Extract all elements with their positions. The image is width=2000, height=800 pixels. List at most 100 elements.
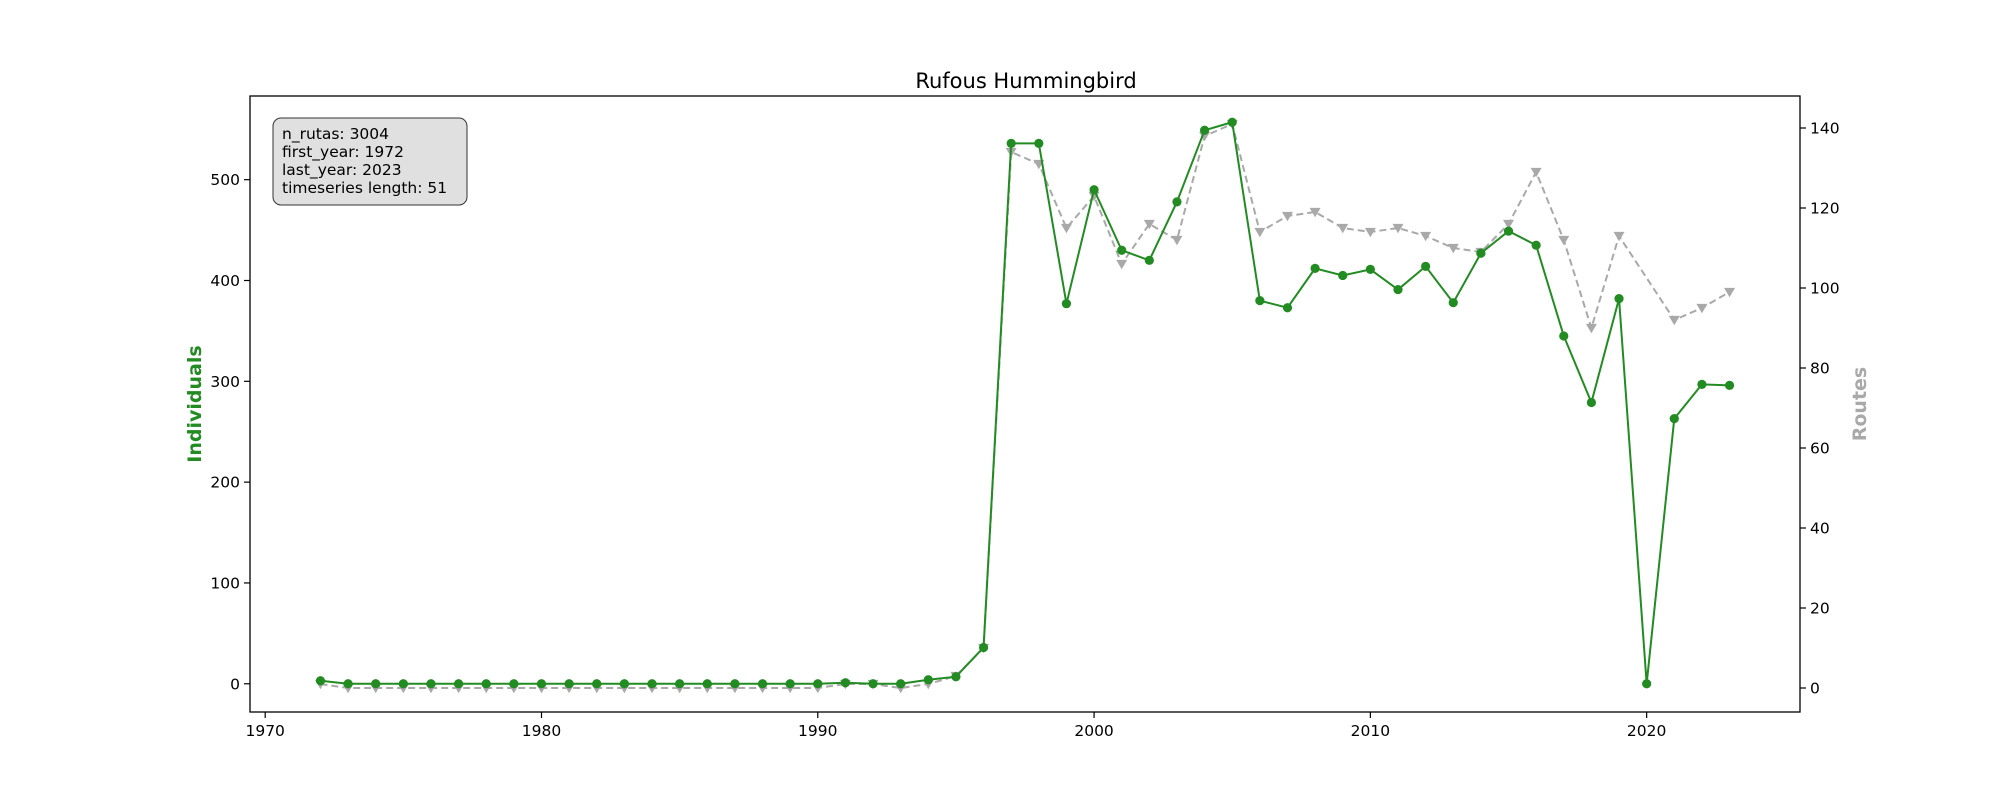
individuals-point [343, 679, 353, 689]
individuals-point [785, 679, 795, 689]
individuals-point [398, 679, 408, 689]
y2-tick-label: 20 [1810, 600, 1830, 618]
x-tick-label: 2010 [1351, 722, 1390, 740]
individuals-point [1642, 679, 1652, 689]
individuals-point [1669, 414, 1679, 424]
y-axis-label: Individuals [184, 345, 206, 462]
individuals-point [840, 678, 851, 688]
individuals-point [1614, 294, 1624, 304]
individuals-line [320, 120, 1730, 685]
y2-tick-label: 0 [1810, 680, 1820, 698]
individuals-point [813, 679, 823, 689]
x-tick-label: 1970 [245, 722, 284, 740]
routes-point [1392, 223, 1404, 234]
individuals-point [1531, 240, 1541, 250]
individuals-point [1089, 185, 1099, 195]
individuals-point [923, 675, 933, 685]
individuals-point [1697, 379, 1707, 389]
individuals-point [702, 679, 712, 689]
individuals-point [1448, 298, 1458, 308]
info-box-background [272, 117, 468, 206]
x-tick-label: 2000 [1074, 722, 1113, 740]
y-tick-label: 0 [230, 675, 240, 693]
routes-point [1060, 223, 1072, 234]
y-tick-label: 400 [210, 272, 240, 290]
y2-tick-label: 100 [1810, 280, 1840, 298]
routes-point [1364, 227, 1376, 238]
routes-point [1503, 219, 1515, 230]
individuals-point [978, 642, 989, 653]
individuals-point [481, 679, 491, 689]
y-axis-right: 0 20 40 60 80 100 120 140 [1800, 120, 1840, 698]
y2-tick-label: 60 [1810, 440, 1830, 458]
individuals-point [675, 679, 685, 689]
y2-tick-label: 120 [1810, 200, 1840, 218]
individuals-point [868, 679, 878, 689]
y2-tick-label: 80 [1810, 360, 1830, 378]
individuals-point [1393, 284, 1403, 295]
plot-frame [249, 95, 1801, 713]
routes-point [1337, 223, 1349, 234]
individuals-point [1117, 245, 1127, 255]
y-tick-label: 500 [210, 171, 240, 189]
individuals-point [896, 679, 906, 689]
individuals-point [1365, 264, 1375, 275]
individuals-point [1724, 380, 1735, 390]
individuals-point [1421, 261, 1431, 271]
info-line-last-year: last_year: 2023 [282, 161, 402, 180]
individuals-point [1310, 263, 1320, 273]
routes-point [1143, 219, 1155, 230]
individuals-point [1476, 248, 1486, 258]
routes-point [1585, 323, 1597, 334]
individuals-point [592, 679, 602, 689]
routes-point [1696, 303, 1708, 314]
individuals-point [1144, 255, 1154, 265]
info-line-timeseries-length: timeseries length: 51 [282, 179, 447, 197]
individuals-point [757, 679, 768, 689]
x-axis: 1970 1980 1990 2000 2010 2020 [245, 712, 1666, 740]
y2-axis-label: Routes [1849, 367, 1871, 442]
routes-point [1420, 231, 1432, 242]
x-tick-label: 1980 [522, 722, 561, 740]
x-tick-label: 1990 [798, 722, 837, 740]
info-line-n-rutas: n_rutas: 3004 [282, 125, 389, 144]
routes-point [1558, 235, 1570, 246]
individuals-point [951, 672, 961, 682]
individuals-point [1199, 125, 1210, 135]
individuals-point [1006, 138, 1016, 148]
individuals-point [730, 679, 740, 689]
individuals-point [315, 676, 326, 686]
routes-point [1171, 235, 1183, 246]
routes-point [1116, 259, 1128, 270]
y2-tick-label: 140 [1810, 120, 1840, 138]
y-tick-label: 300 [210, 373, 240, 391]
individuals-point [1559, 331, 1569, 341]
routes-point [1447, 243, 1459, 254]
individuals-point [509, 679, 519, 689]
y2-tick-label: 40 [1810, 520, 1830, 538]
individuals-point [1227, 117, 1237, 127]
individuals-point [454, 679, 464, 689]
individuals-point [619, 679, 629, 689]
individuals-point [1586, 397, 1596, 408]
x-tick-label: 2020 [1627, 722, 1666, 740]
info-line-first-year: first_year: 1972 [282, 143, 404, 162]
routes-point [1530, 167, 1542, 178]
individuals-point [1338, 270, 1348, 281]
routes-point [1254, 227, 1266, 238]
y-tick-label: 100 [210, 574, 240, 592]
plot-layer [314, 117, 1736, 694]
routes-point [1281, 211, 1293, 222]
routes-point [1199, 131, 1211, 142]
individuals-point [647, 679, 657, 689]
chart-title: Rufous Hummingbird [915, 69, 1136, 93]
individuals-point [1503, 226, 1514, 236]
info-box: n_rutas: 3004 first_year: 1972 last_year… [272, 117, 468, 206]
individuals-point [1061, 299, 1072, 309]
individuals-point [1034, 138, 1044, 148]
y-tick-label: 200 [210, 474, 240, 492]
routes-point [1309, 207, 1321, 218]
individuals-point [1255, 296, 1265, 306]
individuals-point [1172, 197, 1182, 207]
